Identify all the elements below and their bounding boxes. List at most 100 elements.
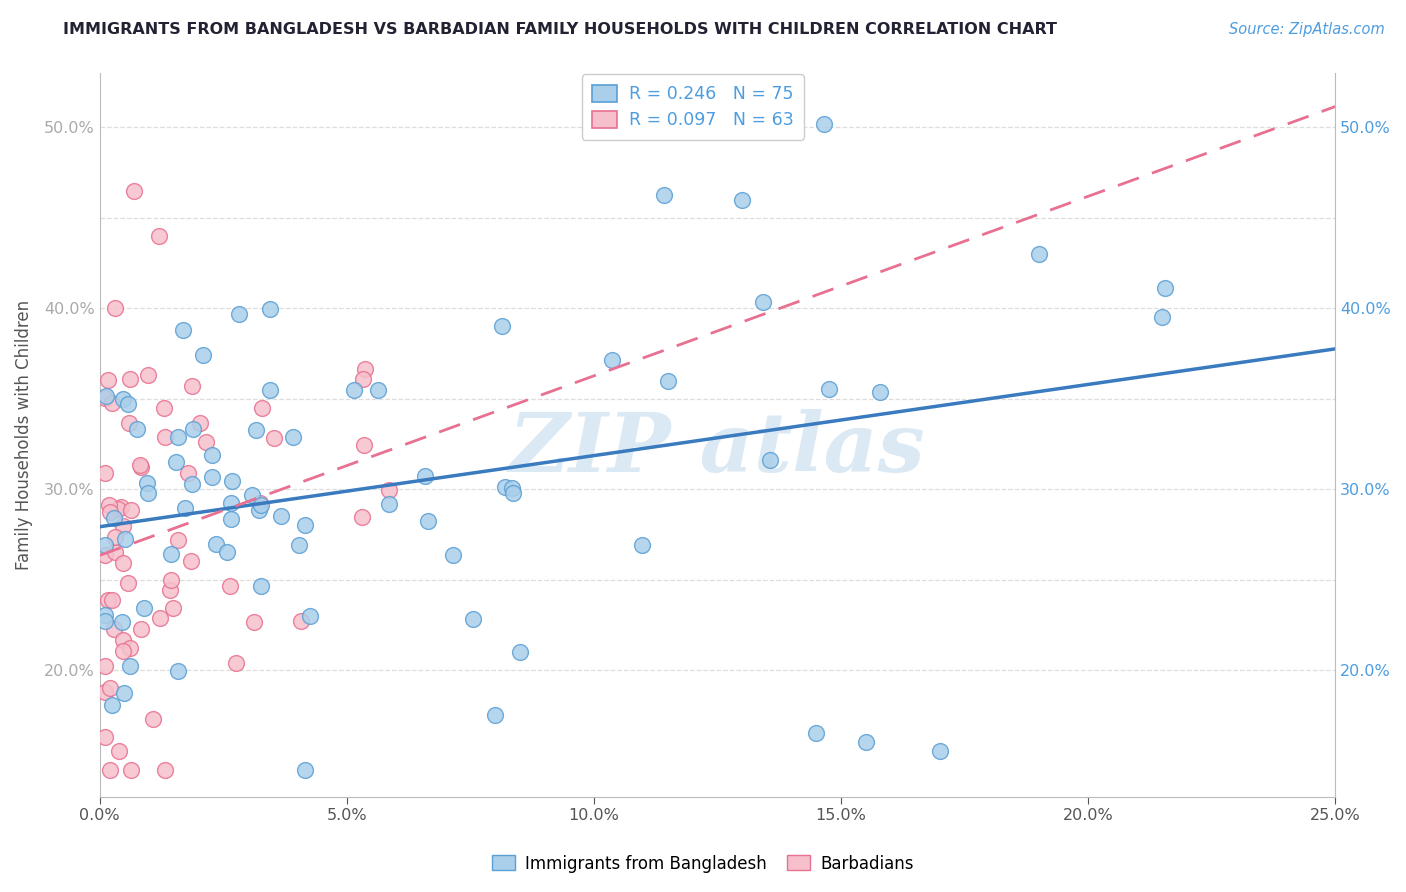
Point <box>215 545 238 559</box>
Point <box>120 763 142 777</box>
Point <box>118 417 141 431</box>
Point <box>93 608 115 623</box>
Point <box>165 455 187 469</box>
Point <box>219 496 242 510</box>
Point <box>160 547 183 561</box>
Point <box>221 474 243 488</box>
Point <box>120 641 142 656</box>
Point <box>98 681 121 695</box>
Point <box>731 193 754 207</box>
Point <box>225 657 247 671</box>
Point <box>129 623 152 637</box>
Point <box>136 368 159 382</box>
Point <box>378 483 401 497</box>
Point <box>104 545 127 559</box>
Point <box>631 538 654 552</box>
Point <box>124 184 146 198</box>
Point <box>294 763 316 777</box>
Point <box>201 470 224 484</box>
Point <box>101 396 124 410</box>
Point <box>219 579 242 593</box>
Point <box>491 318 513 333</box>
Text: Source: ZipAtlas.com: Source: ZipAtlas.com <box>1229 22 1385 37</box>
Point <box>117 576 139 591</box>
Point <box>103 301 125 315</box>
Point <box>93 549 115 563</box>
Point <box>193 348 215 362</box>
Point <box>259 301 281 316</box>
Point <box>247 503 270 517</box>
Point <box>484 708 506 723</box>
Point <box>142 712 165 726</box>
Point <box>117 397 139 411</box>
Point <box>502 486 524 500</box>
Point <box>1153 281 1175 295</box>
Point <box>125 422 148 436</box>
Point <box>104 530 127 544</box>
Point <box>806 726 828 740</box>
Point <box>413 469 436 483</box>
Point <box>181 477 204 491</box>
Point <box>93 538 115 552</box>
Point <box>494 480 516 494</box>
Point <box>219 512 242 526</box>
Point <box>855 735 877 749</box>
Point <box>114 532 136 546</box>
Point <box>100 505 122 519</box>
Point <box>93 730 115 744</box>
Point <box>97 373 120 387</box>
Text: ZIP atlas: ZIP atlas <box>509 409 927 490</box>
Point <box>159 574 181 588</box>
Point <box>152 401 174 415</box>
Legend: R = 0.246   N = 75, R = 0.097   N = 63: R = 0.246 N = 75, R = 0.097 N = 63 <box>582 74 804 139</box>
Point <box>245 423 267 437</box>
Point <box>1028 247 1050 261</box>
Point <box>135 476 157 491</box>
Point <box>132 600 155 615</box>
Point <box>112 686 135 700</box>
Point <box>250 401 273 415</box>
Point <box>128 458 150 472</box>
Point <box>111 392 134 407</box>
Point <box>112 518 135 533</box>
Point <box>461 612 484 626</box>
Point <box>378 497 401 511</box>
Point <box>352 372 374 386</box>
Point <box>183 422 205 436</box>
Point <box>179 554 201 568</box>
Point <box>110 500 132 514</box>
Point <box>166 430 188 444</box>
Legend: Immigrants from Bangladesh, Barbadians: Immigrants from Bangladesh, Barbadians <box>485 848 921 880</box>
Point <box>813 117 835 131</box>
Point <box>194 435 217 450</box>
Point <box>153 430 176 444</box>
Point <box>174 501 197 516</box>
Point <box>93 614 115 628</box>
Point <box>249 579 271 593</box>
Point <box>188 416 211 430</box>
Point <box>259 384 281 398</box>
Point <box>441 549 464 563</box>
Point <box>288 538 311 552</box>
Point <box>181 378 204 392</box>
Point <box>752 295 775 310</box>
Point <box>96 389 118 403</box>
Point <box>112 556 135 570</box>
Point <box>166 533 188 547</box>
Point <box>281 430 304 444</box>
Point <box>416 514 439 528</box>
Y-axis label: Family Households with Children: Family Households with Children <box>15 300 32 570</box>
Point <box>118 372 141 386</box>
Point <box>166 664 188 678</box>
Point <box>367 383 389 397</box>
Point <box>657 374 679 388</box>
Point <box>172 323 194 337</box>
Point <box>1152 310 1174 325</box>
Point <box>249 496 271 510</box>
Point <box>177 466 200 480</box>
Point <box>111 632 134 647</box>
Point <box>101 698 124 712</box>
Point <box>162 601 184 615</box>
Text: IMMIGRANTS FROM BANGLADESH VS BARBADIAN FAMILY HOUSEHOLDS WITH CHILDREN CORRELAT: IMMIGRANTS FROM BANGLADESH VS BARBADIAN … <box>63 22 1057 37</box>
Point <box>120 503 142 517</box>
